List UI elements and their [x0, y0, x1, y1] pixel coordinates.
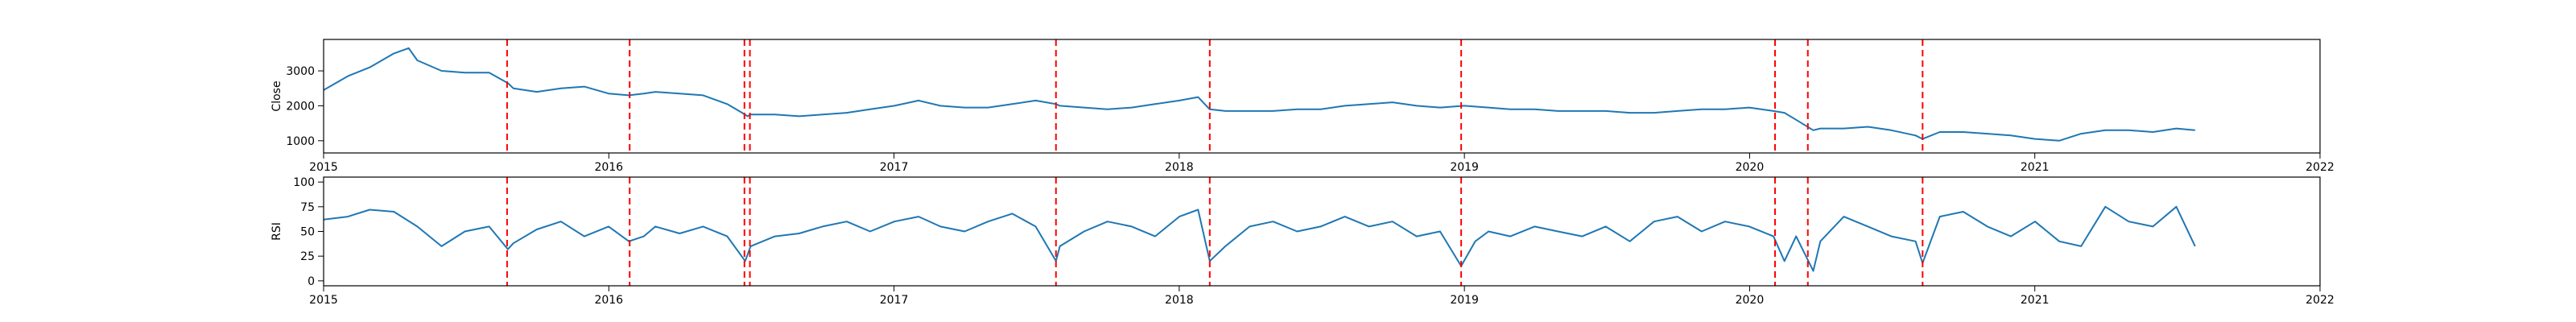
rsi-x-tick-label-6: 2020: [1736, 294, 1765, 307]
close-x-tick-label-5: 2019: [1450, 161, 1479, 174]
rsi-y-tick-label-2: 25: [300, 250, 315, 263]
close-y-axis-label: Close: [270, 80, 283, 111]
close-x-tick-label-7: 2021: [2021, 161, 2050, 174]
close-y-tick-label-3: 3000: [286, 65, 315, 78]
rsi-y-axis-label: RSI: [270, 222, 283, 241]
close-y-tick-label-2: 2000: [286, 100, 315, 113]
close-y-ticks: 1000 2000 3000: [286, 65, 324, 148]
close-series-line: [324, 47, 2195, 142]
close-price-panel: 1000 2000 3000 2015 2016 2017 2018 2019 2020 202…: [270, 39, 2334, 174]
rsi-x-tick-label-2: 2016: [594, 294, 623, 307]
close-x-tick-label-3: 2017: [880, 161, 909, 174]
close-plot-area: [324, 39, 2195, 153]
rsi-x-ticks: 2015 2016 2017 2018 2019 2020 2021 2022: [309, 286, 2334, 307]
rsi-y-ticks: 0 25 50 75 100: [293, 176, 324, 288]
rsi-x-tick-label-1: 2015: [309, 294, 338, 307]
rsi-x-tick-label-4: 2018: [1165, 294, 1194, 307]
rsi-y-tick-label-5: 100: [293, 176, 315, 189]
rsi-x-tick-label-8: 2022: [2306, 294, 2334, 307]
rsi-plot-area: [324, 177, 2196, 286]
close-x-ticks: 2015 2016 2017 2018 2019 2020 2021 2022: [309, 153, 2334, 174]
close-y-tick-label-1: 1000: [286, 135, 315, 148]
close-x-tick-label-1: 2015: [309, 161, 338, 174]
rsi-y-tick-label-1: 0: [308, 275, 315, 288]
rsi-series-line: [324, 205, 2196, 272]
close-x-tick-label-6: 2020: [1736, 161, 1765, 174]
rsi-x-tick-label-5: 2019: [1450, 294, 1479, 307]
rsi-x-tick-label-3: 2017: [880, 294, 909, 307]
rsi-y-tick-label-4: 75: [300, 201, 315, 214]
close-x-tick-label-8: 2022: [2306, 161, 2334, 174]
close-x-tick-label-4: 2018: [1165, 161, 1194, 174]
close-axes-frame: [323, 39, 2321, 154]
close-x-tick-label-2: 2016: [594, 161, 623, 174]
rsi-y-tick-label-3: 50: [300, 226, 315, 239]
rsi-x-tick-label-7: 2021: [2021, 294, 2050, 307]
